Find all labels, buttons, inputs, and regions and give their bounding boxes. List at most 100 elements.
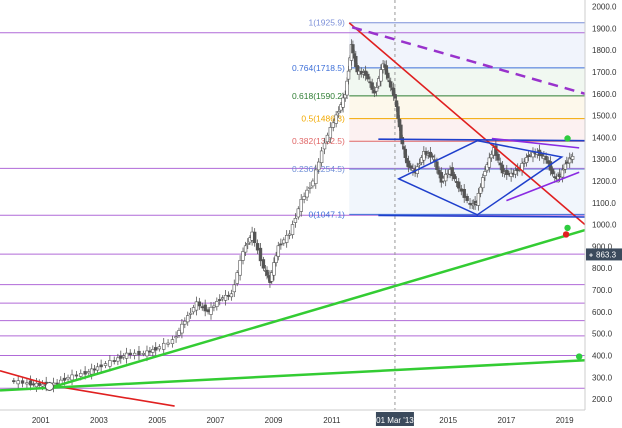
price-marker-plus-icon: +	[589, 252, 593, 259]
candle-body	[509, 172, 513, 177]
x-tick-label: 2009	[265, 416, 283, 425]
candle-body	[293, 218, 298, 223]
candle-body	[145, 350, 149, 357]
candle-body	[483, 171, 487, 176]
candle-body	[290, 224, 295, 235]
y-tick-label: 1800.0	[592, 46, 617, 55]
candle-body	[235, 272, 239, 284]
candle-body	[409, 165, 413, 169]
candle-body	[124, 352, 129, 359]
fib-zone	[349, 169, 585, 215]
candle-body	[37, 382, 41, 386]
x-tick-label: 2015	[439, 416, 457, 425]
candle-body	[132, 352, 137, 356]
candle-body	[417, 163, 422, 166]
candle-body	[12, 380, 16, 383]
marker-dot	[564, 135, 571, 142]
y-tick-label: 900.0	[592, 242, 613, 251]
candle-body	[550, 168, 555, 175]
candle-body	[99, 364, 103, 368]
candle-body	[25, 382, 29, 385]
candle-body	[302, 196, 306, 200]
candle-body	[443, 173, 448, 182]
candle-body	[119, 355, 123, 359]
candle-body	[108, 360, 112, 367]
trendline	[348, 22, 586, 226]
candle-body	[177, 330, 181, 336]
marker-dot	[564, 224, 571, 232]
price-marker-label: 863.3	[596, 250, 617, 259]
candle-body	[203, 304, 207, 312]
candle-body	[424, 151, 428, 155]
candle-body	[400, 137, 405, 145]
candle-body	[103, 363, 108, 366]
candle-body	[435, 161, 439, 170]
candle-body	[79, 373, 83, 377]
x-axis-panel	[0, 410, 622, 428]
candle-body	[16, 380, 20, 385]
candle-body	[334, 114, 338, 124]
candle-body	[246, 243, 250, 245]
candle-body	[341, 97, 345, 108]
candle-body	[540, 153, 544, 157]
candle-body	[141, 352, 146, 355]
y-tick-label: 400.0	[592, 351, 613, 360]
y-axis-panel	[585, 0, 622, 428]
candle-body	[279, 243, 283, 246]
candle-body	[494, 145, 498, 156]
candle-body	[452, 174, 457, 180]
candle-body	[422, 151, 426, 161]
candle-body	[496, 153, 500, 161]
candle-body	[343, 94, 347, 99]
x-axis: 2001 2003 2005 2007 2009 2011 2015 2017 2019 01 M…	[0, 409, 622, 428]
fib-label: 0.764(1718.5)	[292, 63, 345, 73]
candle-body	[345, 80, 349, 96]
candle-body	[232, 284, 236, 293]
candle-body	[243, 245, 248, 253]
candle-body	[31, 383, 36, 386]
candle-body	[215, 301, 219, 307]
y-tick-label: 1500.0	[592, 112, 617, 121]
marker-dots	[44, 135, 583, 391]
fibonacci-levels: 1(1925.9) 0.764(1718.5) 0.618(1590.2) 0.5(1…	[292, 18, 585, 219]
candle-body	[89, 368, 94, 375]
x-tick-label: 2017	[498, 416, 516, 425]
y-tick-label: 1900.0	[592, 24, 617, 33]
candle-body	[478, 186, 483, 194]
candle-body	[194, 301, 199, 311]
fib-label: 1(1925.9)	[308, 18, 345, 28]
candle-body	[331, 122, 335, 128]
y-tick-label: 600.0	[592, 308, 613, 317]
candle-body	[396, 106, 400, 119]
candle-body	[406, 160, 411, 168]
candle-body	[137, 350, 141, 356]
candle-body	[95, 366, 100, 371]
candle-body	[220, 297, 225, 300]
candle-body	[151, 349, 155, 353]
candle-body	[355, 65, 359, 73]
crosshair-date-chip	[375, 412, 414, 426]
candle-body	[393, 94, 397, 99]
candle-body	[428, 151, 433, 158]
trendline	[52, 228, 586, 389]
x-tick-label: 2005	[148, 416, 166, 425]
candle-body	[238, 260, 242, 276]
candle-body	[209, 306, 213, 315]
candle-body	[526, 155, 531, 157]
candle-body	[450, 167, 454, 177]
candle-body	[212, 305, 216, 308]
candle-body	[565, 161, 569, 164]
candle-body	[439, 172, 443, 183]
candle-body	[284, 235, 289, 243]
candle-body	[328, 127, 333, 139]
y-tick-label: 1000.0	[592, 221, 617, 230]
candle-body	[40, 383, 45, 387]
candle-body	[505, 169, 509, 175]
candle-body	[370, 82, 374, 90]
marker-dot	[44, 381, 54, 391]
candle-body	[308, 186, 312, 189]
candle-body	[55, 382, 59, 385]
y-tick-label: 800.0	[592, 264, 613, 273]
candle-body	[498, 162, 502, 166]
candle-body	[128, 352, 132, 356]
